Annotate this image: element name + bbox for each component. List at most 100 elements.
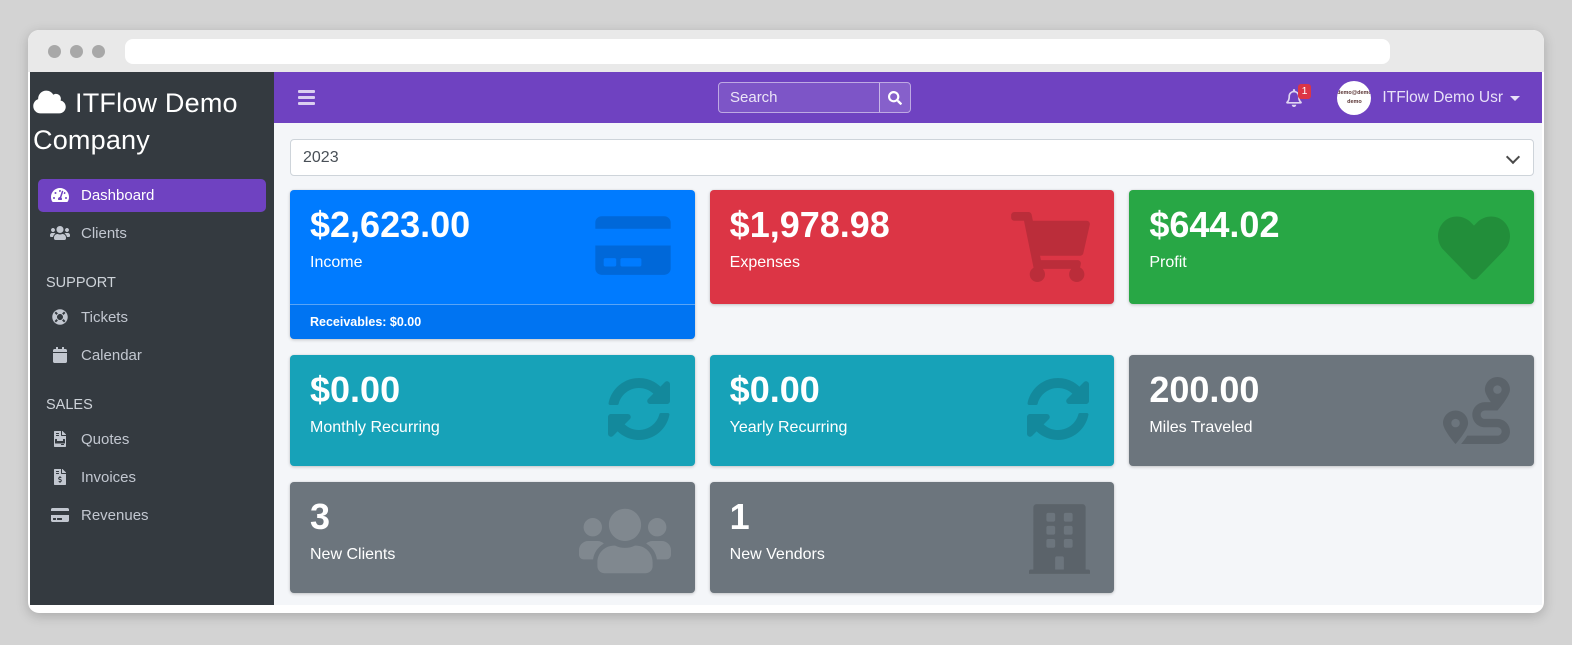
sidebar-item-calendar[interactable]: Calendar bbox=[38, 339, 266, 372]
stat-value: $2,623.00 bbox=[310, 204, 471, 245]
year-select-wrap: 2023 bbox=[290, 139, 1534, 176]
cards-row-3: 3 New Clients 1 New Vendors bbox=[290, 482, 1534, 593]
brand-link[interactable]: ITFlow Demo Company bbox=[30, 72, 274, 166]
credit-card-icon bbox=[46, 507, 74, 523]
window-control-dot[interactable] bbox=[48, 44, 61, 58]
sync-icon bbox=[607, 377, 671, 441]
sidebar: ITFlow Demo Company Dashboard Clients bbox=[30, 72, 274, 605]
main-content: 2023 $2,623.00 Income Receiv bbox=[274, 123, 1542, 605]
stat-card-footer: Receivables: $0.00 bbox=[290, 304, 695, 339]
building-icon bbox=[1029, 504, 1091, 574]
stat-label: Monthly Recurring bbox=[310, 419, 440, 437]
stat-value: $644.02 bbox=[1149, 204, 1280, 245]
stat-label: Expenses bbox=[729, 254, 800, 272]
sidebar-item-tickets[interactable]: Tickets bbox=[38, 301, 266, 334]
stat-value: $0.00 bbox=[310, 369, 401, 410]
stat-value: $1,978.98 bbox=[729, 204, 890, 245]
stat-card-body: 1 New Vendors bbox=[710, 482, 1115, 593]
sidebar-item-clients[interactable]: Clients bbox=[38, 217, 266, 250]
stat-label: Miles Traveled bbox=[1149, 419, 1253, 437]
stat-card-profit[interactable]: $644.02 Profit bbox=[1129, 190, 1535, 304]
sidebar-item-label: Quotes bbox=[81, 430, 130, 448]
browser-chrome bbox=[28, 30, 1544, 72]
group-icon bbox=[578, 504, 671, 578]
sidebar-item-label: Invoices bbox=[81, 468, 137, 486]
notifications-button[interactable]: 1 bbox=[1285, 83, 1312, 107]
route-icon bbox=[1443, 377, 1511, 444]
year-select[interactable]: 2023 bbox=[290, 139, 1534, 176]
sidebar-item-quotes[interactable]: Quotes bbox=[38, 423, 266, 456]
stat-value: 1 bbox=[729, 496, 750, 537]
stat-label: New Vendors bbox=[729, 546, 825, 564]
stat-card-body: $644.02 Profit bbox=[1129, 190, 1534, 304]
stat-value: 3 bbox=[310, 496, 331, 537]
life-ring-icon bbox=[46, 309, 74, 325]
sidebar-item-label: Clients bbox=[81, 224, 127, 242]
cloud-icon bbox=[33, 89, 66, 115]
gauge-icon bbox=[46, 187, 74, 203]
user-name: ITFlow Demo Usr bbox=[1382, 88, 1503, 106]
stat-label: Profit bbox=[1149, 254, 1187, 272]
sidebar-item-revenues[interactable]: Revenues bbox=[38, 499, 266, 532]
content-column: 1 demo@demo demo ITFlow Demo Usr bbox=[274, 72, 1542, 605]
browser-window: ITFlow Demo Company Dashboard Clients bbox=[28, 30, 1544, 613]
window-controls bbox=[28, 44, 125, 58]
address-bar[interactable] bbox=[125, 38, 1390, 64]
bell-icon bbox=[1285, 88, 1302, 107]
invoice-dollar-icon bbox=[46, 469, 74, 485]
stat-value: $0.00 bbox=[729, 369, 820, 410]
sidebar-section-header: SUPPORT bbox=[46, 274, 116, 291]
search-input[interactable] bbox=[719, 83, 879, 112]
brand-label: ITFlow Demo Company bbox=[33, 88, 238, 156]
sidebar-item-label: Calendar bbox=[81, 346, 142, 364]
sidebar-nav: Dashboard Clients SUPPORT Tickets bbox=[30, 178, 274, 532]
user-dropdown[interactable]: ITFlow Demo Usr bbox=[1382, 89, 1520, 107]
stat-label: Income bbox=[310, 254, 363, 272]
stat-label: Yearly Recurring bbox=[729, 419, 848, 437]
sidebar-section-header: SALES bbox=[46, 396, 93, 413]
search-icon bbox=[888, 90, 902, 105]
stat-card-new-clients[interactable]: 3 New Clients bbox=[290, 482, 695, 593]
search-button[interactable] bbox=[879, 83, 910, 112]
window-control-dot[interactable] bbox=[70, 44, 83, 58]
sidebar-item-label: Dashboard bbox=[81, 186, 155, 204]
stat-card-body: $0.00 Monthly Recurring bbox=[290, 355, 695, 466]
avatar[interactable]: demo@demo demo bbox=[1337, 80, 1372, 115]
stat-card-body: 3 New Clients bbox=[290, 482, 695, 593]
stat-card-body: $0.00 Yearly Recurring bbox=[710, 355, 1115, 466]
caret-down-icon bbox=[1510, 96, 1520, 101]
stat-card-expenses[interactable]: $1,978.98 Expenses bbox=[709, 190, 1115, 304]
sidebar-item-label: Revenues bbox=[81, 506, 149, 524]
stat-card-income[interactable]: $2,623.00 Income Receivables: $0.00 bbox=[290, 190, 695, 339]
stat-card-body: $1,978.98 Expenses bbox=[710, 190, 1115, 304]
cards-row-1: $2,623.00 Income Receivables: $0.00 $1,9… bbox=[290, 190, 1535, 339]
credit-card-icon bbox=[594, 212, 671, 279]
sidebar-item-dashboard[interactable]: Dashboard bbox=[38, 178, 266, 212]
menu-toggle-icon[interactable] bbox=[298, 90, 315, 105]
avatar-text: demo@demo bbox=[1337, 90, 1372, 97]
stat-card-new-vendors[interactable]: 1 New Vendors bbox=[709, 482, 1115, 593]
app-frame: ITFlow Demo Company Dashboard Clients bbox=[30, 72, 1542, 605]
stat-card-miles-traveled[interactable]: 200.00 Miles Traveled bbox=[1129, 355, 1535, 466]
cards-row-2: $0.00 Monthly Recurring $0.00 Yearly Rec… bbox=[290, 355, 1535, 466]
calendar-icon bbox=[46, 347, 74, 363]
stat-value: 200.00 bbox=[1149, 369, 1260, 410]
stat-card-yearly-recurring[interactable]: $0.00 Yearly Recurring bbox=[709, 355, 1115, 466]
window-control-dot[interactable] bbox=[92, 44, 105, 58]
heart-icon bbox=[1438, 212, 1510, 284]
stat-label: New Clients bbox=[310, 546, 396, 564]
avatar-text: demo bbox=[1347, 98, 1362, 105]
notification-badge: 1 bbox=[1297, 83, 1312, 99]
quote-file-icon bbox=[46, 431, 74, 447]
users-icon bbox=[46, 225, 74, 241]
navbar-right: 1 demo@demo demo ITFlow Demo Usr bbox=[1285, 80, 1520, 115]
stat-card-monthly-recurring[interactable]: $0.00 Monthly Recurring bbox=[290, 355, 695, 466]
sidebar-item-label: Tickets bbox=[81, 308, 128, 326]
stat-card-body: 200.00 Miles Traveled bbox=[1129, 355, 1534, 466]
shopping-cart-icon bbox=[1011, 212, 1091, 282]
sidebar-item-invoices[interactable]: Invoices bbox=[38, 461, 266, 494]
search-group bbox=[718, 82, 911, 113]
stat-card-body: $2,623.00 Income bbox=[290, 190, 695, 304]
sync-icon bbox=[1026, 377, 1090, 441]
